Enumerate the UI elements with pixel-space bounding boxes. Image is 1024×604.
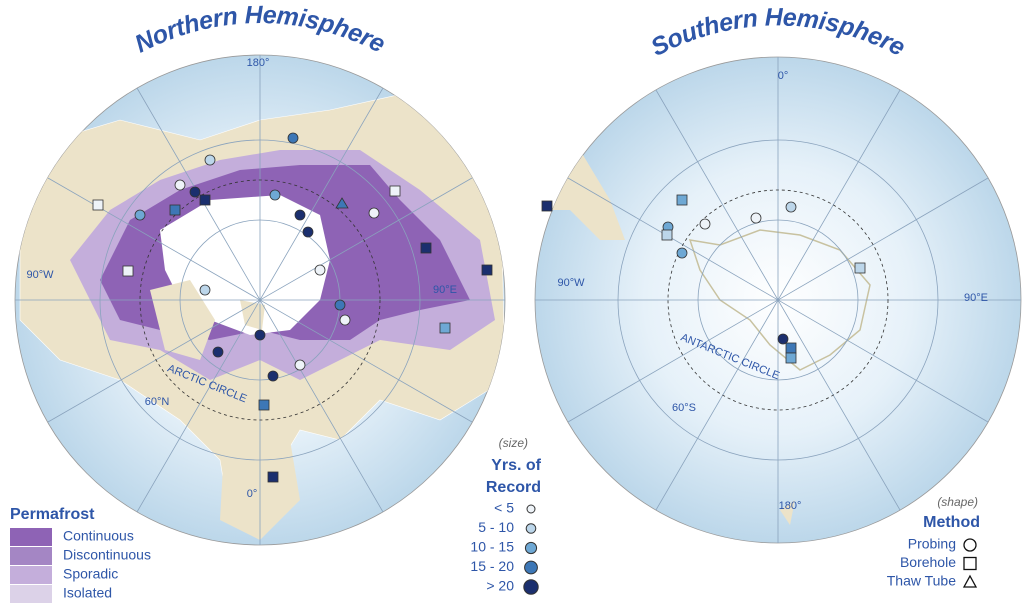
- map-title-text: Southern Hemisphere: [646, 3, 910, 62]
- map-title: Northern Hemisphere: [130, 1, 390, 59]
- legend-label: Probing: [908, 536, 956, 552]
- legend-title: Permafrost: [10, 506, 95, 523]
- legend-symbol: [524, 541, 538, 555]
- meridian-label: 0°: [247, 488, 258, 500]
- south-map: Southern Hemisphere 0° 90°W 90°E 60°S 18…: [534, 3, 1022, 544]
- legend-label: 15 - 20: [470, 558, 514, 574]
- meridian-label: 0°: [778, 70, 789, 82]
- legend-note: (size): [499, 436, 528, 450]
- legend-label: Discontinuous: [63, 547, 151, 563]
- legend-symbol: [524, 560, 538, 575]
- legend-symbol: [525, 523, 537, 534]
- legend-symbol: [523, 579, 539, 595]
- legend-label: Continuous: [63, 528, 134, 544]
- legend-symbol: [526, 504, 536, 514]
- legend-label: 10 - 15: [470, 539, 514, 555]
- legend-symbol: [963, 538, 977, 552]
- legend-title: Record: [486, 479, 541, 496]
- latitude-label: 60°N: [145, 396, 170, 408]
- legends: Permafrost (size) Yrs. of Record (shape)…: [10, 436, 980, 603]
- legend-label: Borehole: [900, 554, 956, 570]
- north-map: Northern Hemisphere 180° 90°W 90°E 60°N …: [14, 1, 506, 546]
- legend-note: (shape): [937, 495, 978, 509]
- legend-label: < 5: [494, 500, 514, 516]
- legend-title: Yrs. of: [491, 457, 541, 474]
- meridian-label: 90°E: [433, 284, 457, 296]
- legend-swatch: [10, 547, 52, 565]
- latitude-label: 60°S: [672, 402, 696, 414]
- legend-swatch: [10, 566, 52, 584]
- legend-symbol: [963, 556, 977, 571]
- legend-label: > 20: [486, 578, 514, 594]
- map-title-text: Northern Hemisphere: [130, 1, 390, 59]
- meridian-label: 180°: [247, 57, 270, 69]
- legend-swatch: [10, 585, 52, 603]
- legend-label: Sporadic: [63, 566, 118, 582]
- legend-label: Thaw Tube: [887, 573, 956, 589]
- legend-symbol: [962, 574, 978, 588]
- legend-label: Isolated: [63, 585, 112, 601]
- meridian-label: 180°: [779, 500, 802, 512]
- map-title: Southern Hemisphere: [646, 3, 910, 62]
- meridian-label: 90°W: [26, 269, 54, 281]
- meridian-label: 90°E: [964, 292, 988, 304]
- legend-label: 5 - 10: [478, 519, 514, 535]
- legend-swatch: [10, 528, 52, 546]
- meridian-label: 90°W: [557, 277, 585, 289]
- legend-title: Method: [923, 514, 980, 531]
